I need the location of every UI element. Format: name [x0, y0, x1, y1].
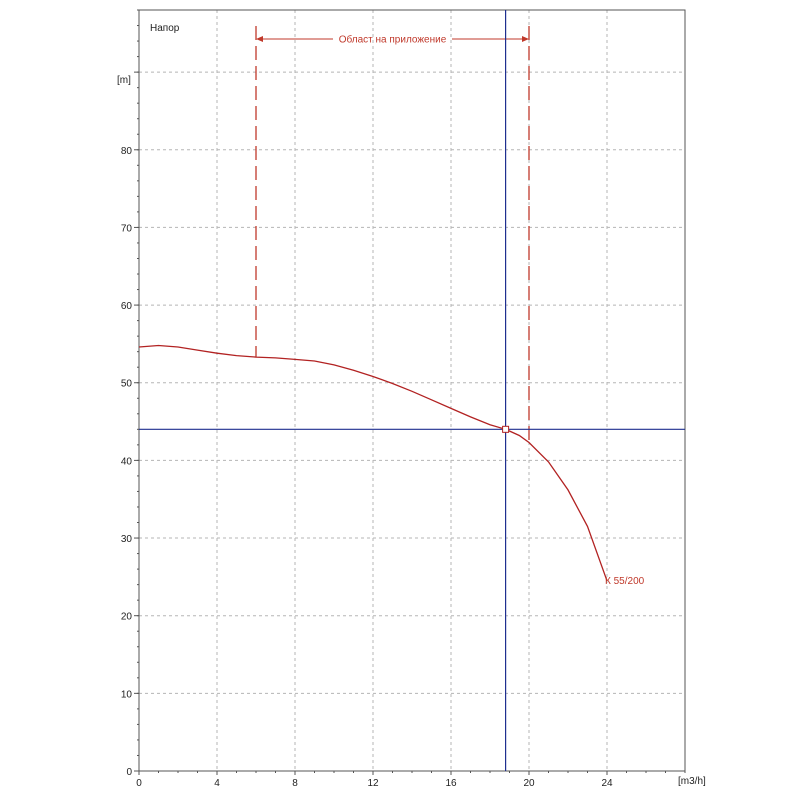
- series-line: [138, 344, 608, 582]
- y-tick-label: 80: [121, 146, 133, 157]
- operating-point-marker: [502, 425, 510, 433]
- y-tick-label: 40: [121, 456, 133, 467]
- y-tick-label: 10: [121, 689, 133, 700]
- series-layer: К 55/200: [138, 344, 645, 587]
- x-tick-label: 24: [601, 778, 613, 789]
- x-tick-label: 8: [292, 778, 298, 789]
- tick-labels: 0 4 8 12 16 20 24 0 10 20 30 40 50 60 70 80: [121, 146, 613, 789]
- x-tick-label: 12: [367, 778, 379, 789]
- chart-title: Напор: [150, 23, 180, 34]
- y-tick-label: 70: [121, 223, 133, 234]
- operating-point-lines: [139, 10, 685, 771]
- x-tick-label: 4: [214, 778, 220, 789]
- application-range: Област на приложение: [255, 26, 530, 443]
- y-axis-label: [m]: [117, 75, 131, 86]
- y-tick-label: 0: [126, 767, 132, 778]
- x-tick-label: 16: [445, 778, 457, 789]
- y-tick-label: 20: [121, 612, 133, 623]
- x-tick-label: 0: [136, 778, 142, 789]
- application-range-arrowhead-left: [256, 36, 263, 42]
- axes: [134, 9, 686, 775]
- x-axis-label: [m3/h]: [678, 776, 706, 787]
- y-tick-label: 60: [121, 301, 133, 312]
- y-tick-label: 30: [121, 534, 133, 545]
- x-tick-label: 20: [523, 778, 535, 789]
- y-tick-label: 50: [121, 379, 133, 390]
- application-range-label: Област на приложение: [339, 34, 447, 46]
- application-range-arrowhead-right: [522, 36, 529, 42]
- series-label: К 55/200: [605, 576, 645, 587]
